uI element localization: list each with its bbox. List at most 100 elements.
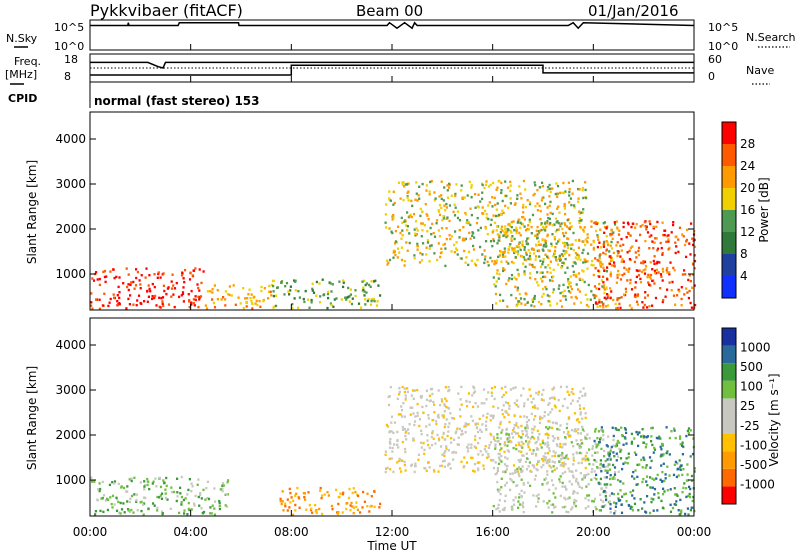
velocity-cell (625, 442, 628, 445)
power-cell (477, 193, 480, 196)
velocity-cell (680, 464, 683, 467)
power-cell (430, 180, 433, 183)
velocity-cell (490, 458, 493, 462)
velocity-cell (605, 476, 608, 479)
velocity-cell (489, 441, 493, 444)
power-cell (463, 196, 466, 199)
power-cell (489, 240, 493, 243)
velocity-cell (412, 412, 415, 415)
velocity-cell (504, 456, 507, 459)
velocity-cell (190, 490, 193, 493)
power-cell (442, 199, 445, 202)
power-cell (415, 181, 418, 184)
velocity-cell (539, 443, 542, 446)
power-cell (653, 241, 656, 244)
velocity-cell (506, 457, 509, 460)
velocity-cell (637, 509, 640, 512)
velocity-cell (602, 434, 605, 437)
velocity-cell (487, 446, 490, 449)
power-cell (628, 267, 631, 270)
power-cell (406, 228, 409, 232)
power-cell (518, 241, 521, 244)
power-cell (129, 283, 132, 287)
power-cell (224, 304, 227, 307)
velocity-cell (331, 507, 334, 511)
power-cell (684, 273, 687, 276)
velocity-cell (499, 420, 502, 424)
power-cell (524, 229, 528, 232)
velocity-cell (471, 394, 474, 397)
velocity-cell (535, 505, 538, 508)
velocity-cell (536, 429, 539, 433)
velocity-cell (584, 454, 587, 458)
velocity-cell (443, 404, 446, 407)
velocity-cell (661, 470, 664, 474)
velocity-cell (444, 397, 447, 400)
power-cell (531, 247, 534, 251)
power-cell (641, 301, 644, 304)
power-cell (494, 292, 498, 296)
velocity-cell (487, 452, 490, 456)
velocity-cell (661, 443, 664, 446)
power-cell (634, 226, 637, 229)
power-cell (438, 195, 441, 198)
velocity-cell (494, 439, 497, 442)
power-cell (507, 251, 510, 254)
velocity-cell (630, 432, 633, 436)
velocity-cell (655, 477, 658, 480)
velocity-cell (505, 432, 508, 435)
power-cell (605, 235, 608, 238)
power-cell (693, 267, 696, 270)
power-cell (213, 284, 216, 287)
velocity-cell (673, 503, 676, 506)
power-cell (293, 279, 296, 282)
velocity-cell (561, 485, 564, 488)
power-cell (541, 184, 545, 188)
power-cell (194, 267, 197, 270)
velocity-cell (579, 472, 582, 475)
power-cell (291, 306, 294, 310)
velocity-cell (520, 489, 523, 492)
power-cell (653, 262, 656, 265)
velocity-cell (614, 427, 617, 430)
power-cell (649, 277, 652, 280)
power-cell (593, 221, 596, 225)
power-cell (550, 242, 553, 245)
velocity-cell (549, 411, 552, 414)
power-cell (617, 251, 620, 255)
power-cell (102, 270, 105, 274)
velocity-cell (139, 481, 142, 484)
power-cell (319, 295, 322, 298)
power-cell (440, 227, 444, 230)
power-cell (445, 227, 448, 230)
velocity-cell (485, 450, 488, 453)
power-cell (550, 244, 553, 248)
velocity-cell (646, 495, 649, 498)
velocity-cell (570, 428, 574, 432)
velocity-cell (205, 487, 208, 490)
velocity-cell (512, 480, 515, 484)
power-cell (418, 197, 421, 200)
power-cell (327, 296, 330, 300)
power-cell (362, 286, 365, 289)
power-cell (575, 297, 578, 300)
power-cell (522, 211, 525, 214)
power-cell (470, 259, 473, 262)
power-cell (613, 261, 616, 264)
power-cell (439, 255, 442, 259)
velocity-colorbar-segment (722, 433, 736, 452)
velocity-cell (617, 497, 620, 500)
power-cell (606, 243, 610, 247)
power-cell (479, 200, 482, 203)
power-cell (566, 237, 569, 240)
velocity-cell (525, 452, 528, 455)
power-cell (444, 264, 447, 268)
velocity-cell (282, 509, 285, 512)
power-cell (439, 251, 442, 255)
velocity-cell (413, 470, 416, 474)
power-cell (629, 246, 632, 250)
power-cell (686, 228, 689, 232)
velocity-cell (179, 486, 182, 489)
power-cell (274, 304, 278, 308)
velocity-cell (323, 493, 326, 496)
